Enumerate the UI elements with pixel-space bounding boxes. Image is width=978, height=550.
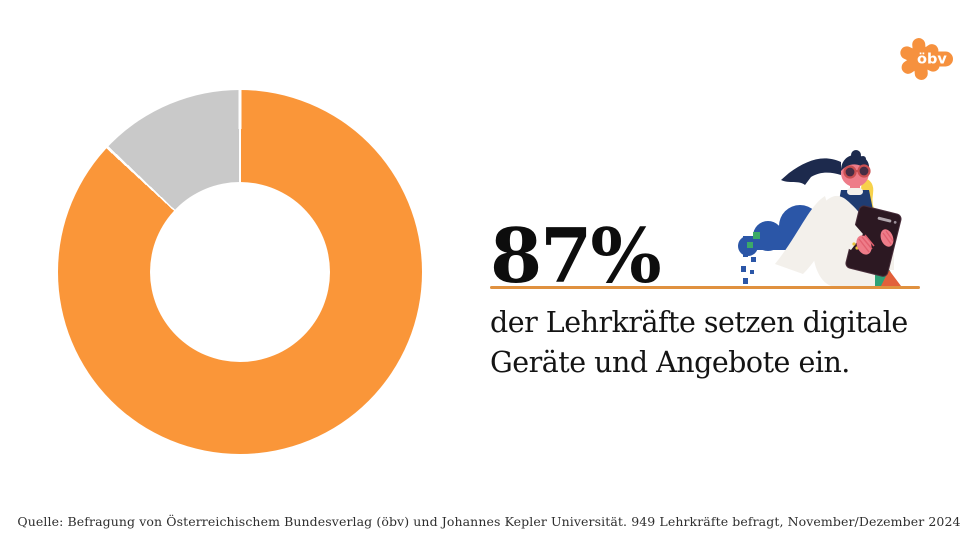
source-line: Quelle: Befragung von Österreichischem B…: [17, 514, 961, 529]
tablet-icon: [845, 205, 902, 277]
donut-chart: [58, 90, 422, 454]
stat-description-line1: der Lehrkräfte setzen digitale: [490, 306, 908, 339]
ponytail: [781, 158, 841, 185]
asterisk-icon: [900, 38, 953, 80]
stat-divider: [490, 286, 920, 289]
obv-logo: öbv: [900, 38, 953, 80]
stat-value: 87%: [490, 212, 662, 300]
front-sleeve: [819, 212, 863, 250]
hands: [856, 229, 894, 255]
logo-text: öbv: [917, 52, 947, 68]
glasses-icon: [843, 164, 871, 179]
donut-hole: [149, 181, 331, 363]
stat-description: der Lehrkräfte setzen digitale Geräte un…: [490, 303, 908, 383]
stat-description-line2: Geräte und Angebote ein.: [490, 345, 850, 379]
teacher-illustration: [738, 150, 902, 286]
pixel-rain-icon: [741, 232, 760, 284]
